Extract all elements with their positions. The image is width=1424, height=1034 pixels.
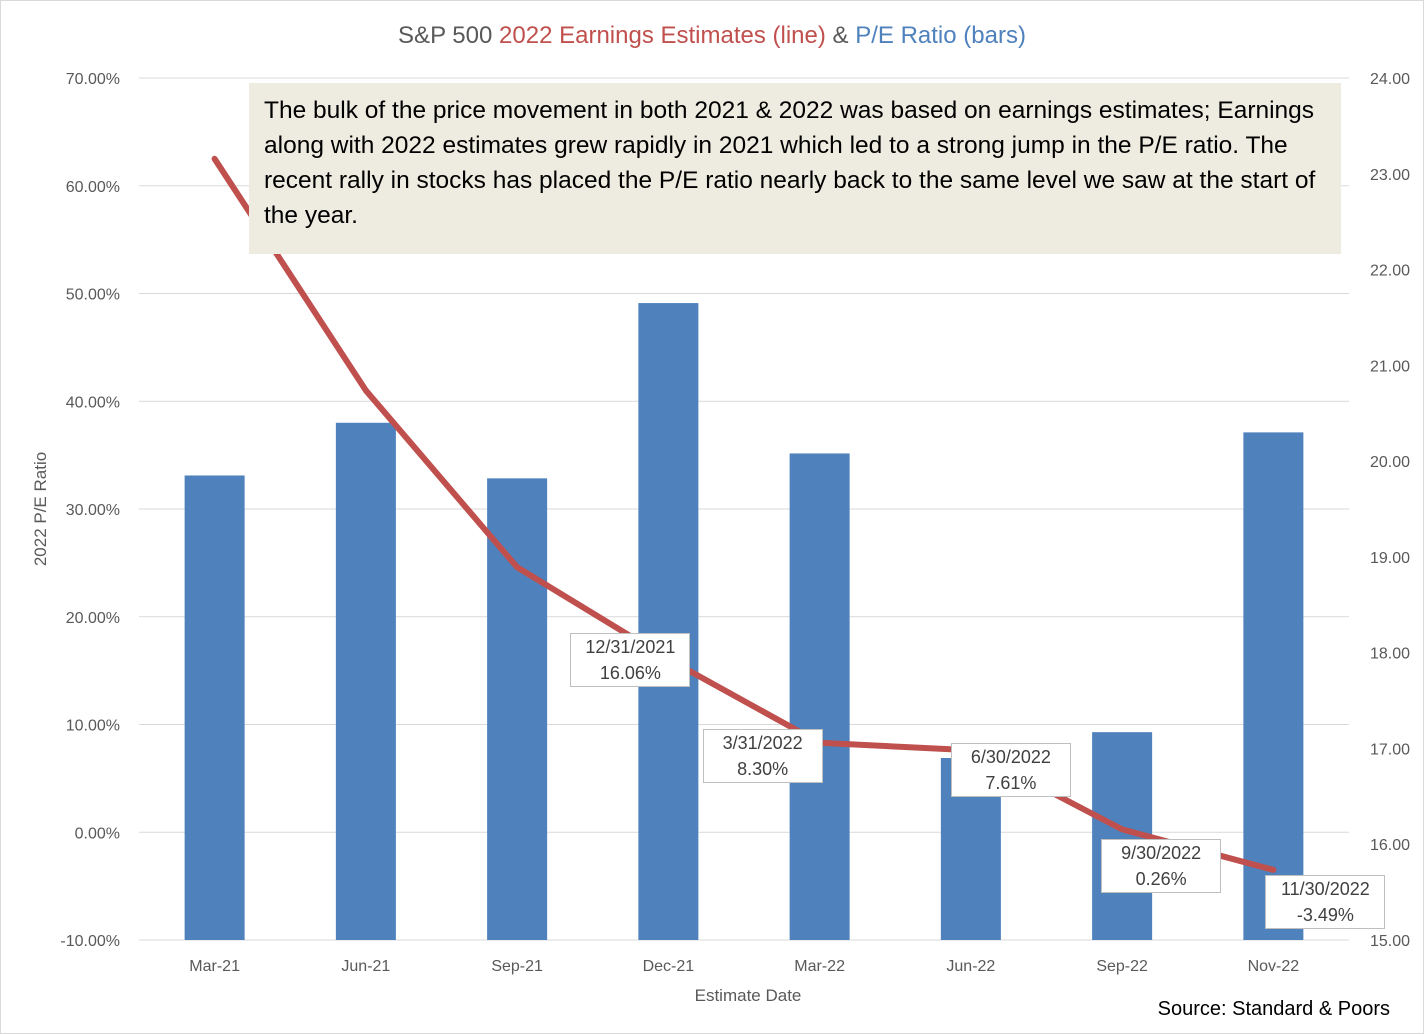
x-tick-label: Sep-21 [491, 958, 543, 975]
pe-bar [335, 422, 396, 940]
data-label-date: 6/30/2022 [970, 747, 1051, 768]
source-label: Source: Standard & Poors [1157, 998, 1390, 1020]
data-label-value: -3.49% [1296, 904, 1354, 925]
right-tick-label: 20.00 [1370, 454, 1410, 471]
data-label-date: 11/30/2022 [1280, 878, 1370, 899]
pe-bar [638, 303, 699, 941]
data-label-callout: 3/31/2022 8.30% [702, 728, 823, 783]
left-tick-label: -10.00% [60, 933, 120, 950]
annotation-box: The bulk of the price movement in both 2… [249, 83, 1341, 254]
pe-bar [789, 453, 850, 940]
data-label-callout: 9/30/2022 0.26% [1101, 839, 1222, 894]
right-tick-label: 24.00 [1370, 71, 1410, 88]
right-tick-label: 21.00 [1370, 358, 1410, 375]
data-label-callout: 11/30/2022 -3.49% [1265, 874, 1386, 929]
data-label-callout: 6/30/2022 7.61% [950, 743, 1071, 798]
right-tick-label: 16.00 [1370, 837, 1410, 854]
title-amp: & [832, 22, 849, 49]
right-tick-label: 17.00 [1370, 741, 1410, 758]
x-tick-label: Dec-21 [643, 958, 695, 975]
x-tick-label: Jun-22 [946, 958, 995, 975]
left-tick-label: 70.00% [66, 71, 120, 88]
pe-bar [487, 478, 548, 940]
x-tick-label: Jun-21 [341, 958, 390, 975]
data-label-value: 8.30% [737, 758, 789, 779]
data-label-date: 3/31/2022 [722, 732, 803, 753]
right-tick-label: 18.00 [1370, 646, 1410, 663]
right-tick-label: 19.00 [1370, 550, 1410, 567]
chart-title: S&P 500 2022 Earnings Estimates (line) &… [0, 22, 1424, 50]
left-tick-label: 40.00% [66, 394, 120, 411]
left-tick-label: 20.00% [66, 610, 120, 627]
title-lead: S&P 500 [398, 22, 493, 49]
title-line-part: 2022 Earnings Estimates (line) [499, 22, 826, 49]
data-label-value: 16.06% [599, 663, 661, 684]
x-axis-title: Estimate Date [695, 986, 802, 1005]
earnings-line [211, 155, 1277, 873]
title-bar-part: P/E Ratio (bars) [855, 22, 1026, 49]
data-label-callout: 12/31/2021 16.06% [570, 633, 691, 688]
data-label-date: 12/31/2021 [585, 637, 676, 658]
right-tick-label: 23.00 [1370, 167, 1410, 184]
left-tick-label: 0.00% [75, 825, 120, 842]
data-label-value: 7.61% [985, 773, 1037, 794]
right-tick-label: 15.00 [1370, 933, 1410, 950]
left-tick-label: 50.00% [66, 287, 120, 304]
pe-bar [184, 475, 245, 940]
pe-bar [1243, 432, 1304, 940]
x-tick-label: Sep-22 [1096, 958, 1148, 975]
left-tick-label: 60.00% [66, 179, 120, 196]
right-tick-label: 22.00 [1370, 263, 1410, 280]
left-tick-label: 30.00% [66, 502, 120, 519]
x-tick-label: Mar-21 [189, 958, 240, 975]
left-tick-label: 10.00% [66, 718, 120, 735]
x-tick-label: Mar-22 [794, 958, 845, 975]
x-tick-label: Nov-22 [1248, 958, 1300, 975]
data-label-value: 0.26% [1135, 869, 1187, 890]
y-axis-title: 2022 P/E Ratio [31, 452, 50, 566]
data-label-date: 9/30/2022 [1121, 843, 1202, 864]
